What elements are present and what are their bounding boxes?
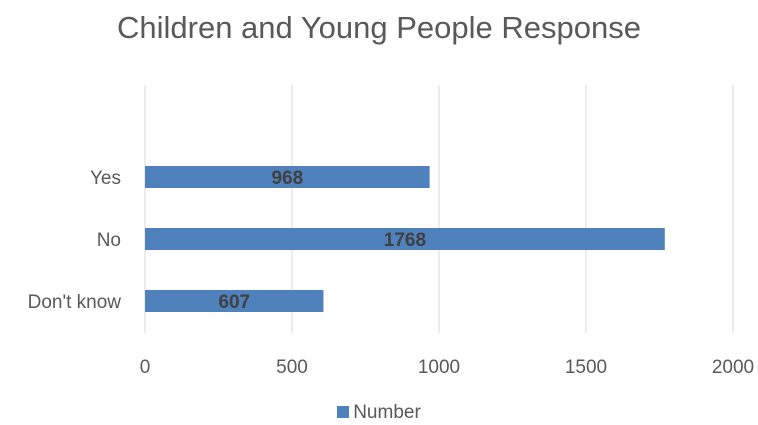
bar-yes <box>145 166 430 188</box>
x-tick-label: 1500 <box>565 357 607 378</box>
data-label: 1768 <box>384 230 426 251</box>
data-label: 968 <box>271 168 303 189</box>
category-label: Don't know <box>28 292 122 313</box>
bar-no <box>145 228 665 250</box>
data-label: 607 <box>218 292 250 313</box>
chart-title: Children and Young People Response <box>117 10 641 45</box>
legend: Number <box>0 402 758 424</box>
x-tick-label: 1000 <box>418 357 460 378</box>
category-label: No <box>97 230 121 251</box>
legend-swatch <box>337 406 350 418</box>
legend-label: Number <box>353 402 421 423</box>
x-tick-label: 500 <box>276 357 308 378</box>
x-tick-label: 2000 <box>712 357 754 378</box>
category-label: Yes <box>90 168 121 189</box>
x-tick-label: 0 <box>140 357 151 378</box>
bar-don-t-know <box>145 290 324 312</box>
